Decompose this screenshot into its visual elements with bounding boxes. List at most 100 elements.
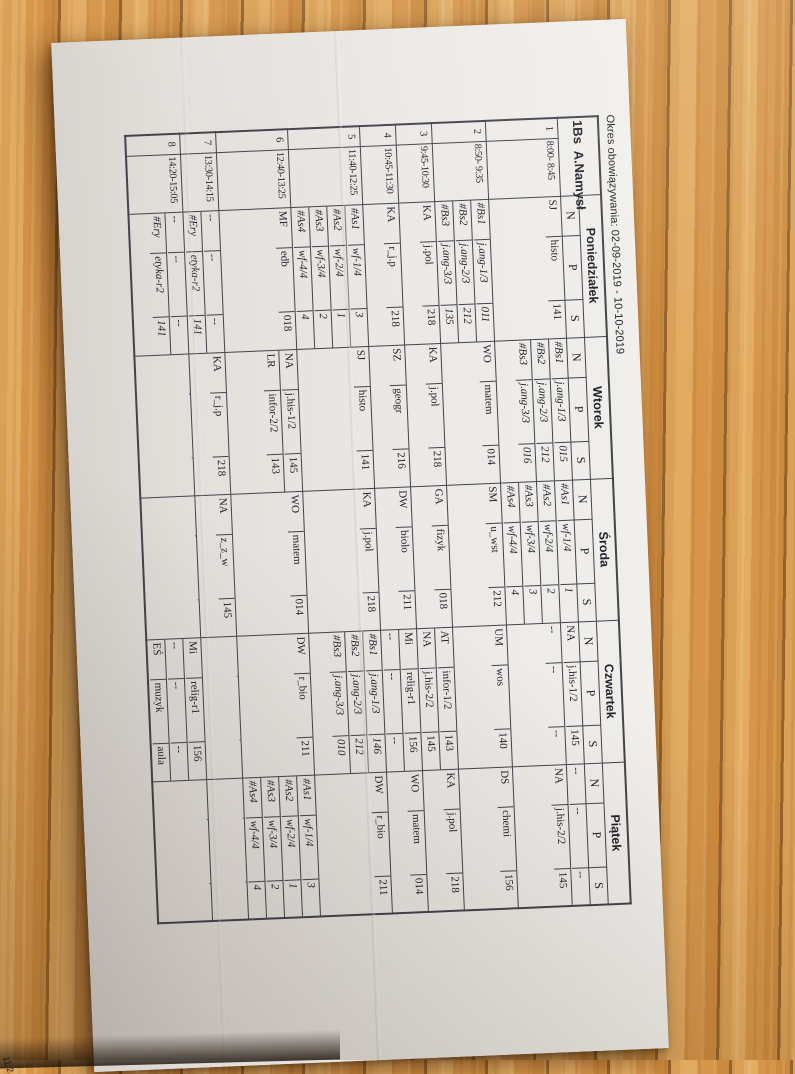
cell-content: WO matem 014 bbox=[231, 491, 308, 635]
room-code: 141 bbox=[154, 319, 168, 337]
subheader-cell: N bbox=[566, 336, 587, 378]
subject-code: r_j.p bbox=[383, 243, 403, 308]
teacher-code: SJ bbox=[544, 196, 562, 237]
subject-code: j.ang-3/3 bbox=[515, 379, 535, 445]
teacher-code: SZ bbox=[388, 344, 406, 386]
subject-code: wf-2/4 bbox=[281, 815, 301, 881]
subheader-cell: S bbox=[582, 724, 603, 764]
cell-subrow bbox=[201, 636, 242, 778]
subject-code: j.ang-1/3 bbox=[473, 239, 493, 304]
room-code: 4 bbox=[250, 884, 263, 891]
subheader-cell: P bbox=[562, 235, 583, 300]
cell-content: #Bs1 j.ang-1/3 146 #Bs2 j.ang-2/3 212 #Bs3 j.an… bbox=[309, 630, 386, 775]
cell-subrow: KA j.pol 218 bbox=[405, 343, 446, 485]
cell-content: SJ histo 141 bbox=[297, 346, 374, 490]
cell-content: KA j.pol 218 bbox=[399, 201, 440, 344]
cell-day4-lesson1: NA j.his-1/2 145 -- -- -- bbox=[506, 621, 585, 767]
cell-subrow: #Ery etyka-r2 141 bbox=[129, 212, 172, 356]
teacher-code: DW bbox=[394, 486, 412, 528]
cell-day2-lesson6: NA j.his-1/2 145 LR infor-2/2 143 bbox=[224, 348, 303, 494]
teacher-code: GA bbox=[430, 485, 448, 526]
subject-code: wf-2/4 bbox=[539, 520, 559, 586]
teacher-code: KA bbox=[208, 352, 226, 394]
room-code: 018 bbox=[280, 314, 294, 332]
subject-code: infor-1/2 bbox=[437, 667, 457, 732]
cell-day4-lesson2: UM wos 140 bbox=[452, 624, 513, 769]
cell-day4-lesson3: AT infor-1/2 143 NA j.his-2/2 145 bbox=[416, 626, 459, 771]
cell-day1-lesson1: SJ histo 141 bbox=[488, 195, 567, 341]
subject-code: -- bbox=[204, 250, 223, 316]
cell-day5-lesson7 bbox=[206, 777, 249, 922]
room-code: 218 bbox=[388, 310, 402, 328]
cell-content: DS chemi 156 bbox=[459, 766, 518, 910]
cell-day5-lesson1: -- -- -- NA j.his-2/2 145 bbox=[512, 763, 591, 909]
lesson-time: 9:45-10:30 bbox=[396, 143, 435, 203]
lesson-time: 13:30-14:15 bbox=[180, 152, 219, 212]
subject-code: j.his-2/2 bbox=[419, 667, 439, 733]
room-code: 010 bbox=[334, 738, 348, 756]
room-code: 1 bbox=[562, 587, 575, 594]
room-code: 4 bbox=[508, 589, 521, 596]
cell-subrow: NA z_z_w 145 bbox=[195, 494, 236, 636]
cell-day2-lesson4: SZ geogr 216 bbox=[368, 344, 411, 488]
room-code: 3 bbox=[304, 882, 317, 889]
cell-content: SJ histo 141 bbox=[489, 196, 566, 340]
teacher-code: #As3 bbox=[310, 206, 328, 247]
teacher-code: #As4 bbox=[244, 777, 262, 819]
cell-subrow: GA fizyk 018 bbox=[411, 485, 452, 627]
cell-day1-lesson4: KA r_j.p 218 bbox=[362, 202, 405, 346]
room-code: 218 bbox=[214, 459, 228, 477]
lesson-time: 11:40-12:25 bbox=[288, 146, 363, 208]
cell-subrow: MF edb 018 bbox=[219, 207, 296, 352]
lesson-time: 12:40-13:25 bbox=[216, 149, 291, 211]
cell-subrow: KA j.pol 218 bbox=[423, 769, 464, 911]
teacher-code: DW bbox=[292, 633, 310, 674]
cell-content: DW biolo 211 bbox=[375, 486, 416, 629]
teacher-code: SM bbox=[484, 483, 502, 524]
cell-day2-lesson8 bbox=[134, 353, 195, 498]
cell-content: KA j.pol 218 bbox=[423, 769, 464, 911]
cell-subrow: SJ histo 141 bbox=[297, 346, 374, 490]
room-code: 143 bbox=[442, 734, 456, 752]
teacher-code: #Ery bbox=[184, 211, 203, 253]
teacher-code: -- bbox=[567, 763, 586, 805]
timetable-sheet: Okres obowiązywania: 02-09-2019 - 10-10-… bbox=[51, 18, 669, 1073]
subject-code: wf-3/4 bbox=[521, 521, 541, 587]
cell-subrow: DW r_bio 211 bbox=[237, 633, 314, 777]
subject-code: j.ang-1/3 bbox=[551, 378, 571, 443]
room-code: 143 bbox=[268, 457, 282, 475]
room-code: 141 bbox=[550, 303, 564, 321]
teacher-code: #As3 bbox=[519, 481, 538, 523]
cell-content bbox=[153, 779, 212, 923]
room-code: 1 bbox=[334, 312, 347, 319]
cell-content: SM u_wst 212 bbox=[447, 483, 506, 626]
teacher-code: #Ery bbox=[148, 212, 167, 254]
cell-subrow: UM wos 140 bbox=[453, 624, 512, 768]
cell-content bbox=[141, 495, 200, 639]
cell-content: #Bs1 j.ang-1/3 011 #Bs2 j.ang-2/3 212 #Bs3 j.an… bbox=[435, 199, 494, 343]
cell-content: WO matem 014 bbox=[387, 770, 428, 913]
teacher-code: WO bbox=[286, 491, 304, 533]
teacher-code: #As4 bbox=[292, 206, 310, 248]
subheader-cell: P bbox=[568, 376, 589, 442]
room-code: 2 bbox=[268, 883, 281, 890]
cell-subrow: SM u_wst 212 bbox=[447, 483, 506, 626]
cell-day3-lesson1: #As1 wf-1/4 1 #As2 wf-2/4 2 #As3 wf-3/4 3 #As4 wf-… bbox=[500, 479, 579, 625]
teacher-code: KA bbox=[382, 203, 400, 244]
cell-day3-lesson2: SM u_wst 212 bbox=[446, 482, 507, 627]
subject-code: j.ang-3/3 bbox=[329, 671, 349, 737]
teacher-code: #As2 bbox=[280, 775, 298, 817]
subject-code: wf-1/4 bbox=[299, 815, 319, 880]
subheader-cell: N bbox=[572, 478, 593, 520]
cell-subrow: KA r_j.p 218 bbox=[189, 352, 230, 495]
cell-day1-lesson6: MF edb 018 bbox=[218, 207, 297, 352]
cell-content: #As1 wf-1/4 3 #As2 wf-2/4 1 #As3 wf-3/4 2 #As4 wf-… bbox=[243, 775, 320, 919]
room-code: 216 bbox=[394, 451, 408, 469]
cell-subrow: WO matem 014 bbox=[441, 341, 500, 484]
cell-day3-lesson7: NA z_z_w 145 bbox=[194, 493, 237, 638]
subheader-cell: P bbox=[585, 802, 607, 868]
cell-day5-lesson5: DW r_bio 211 bbox=[314, 771, 393, 917]
teacher-code: Mi bbox=[400, 628, 418, 670]
subject-code: j.ang-2/3 bbox=[455, 240, 475, 305]
room-code: 218 bbox=[364, 595, 378, 613]
